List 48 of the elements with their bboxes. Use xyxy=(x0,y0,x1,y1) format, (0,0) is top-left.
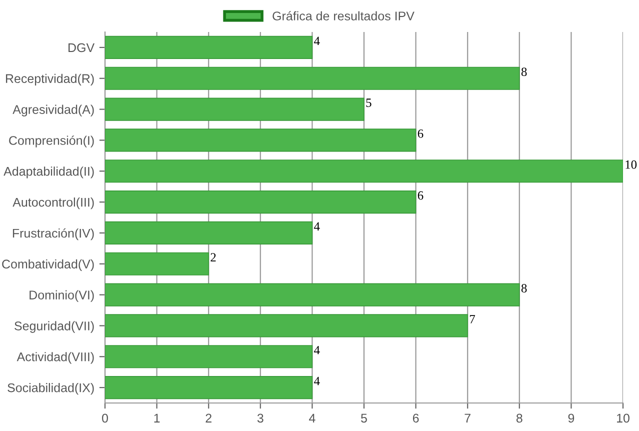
data-label: 10 xyxy=(626,160,637,169)
y-tick-label: Frustración(IV) xyxy=(12,228,94,240)
x-tick-label: 0 xyxy=(102,414,108,423)
bar xyxy=(105,376,313,400)
x-tick-label: 8 xyxy=(516,414,522,423)
y-tick-label: Seguridad(VII) xyxy=(14,321,94,333)
x-tick-label: 9 xyxy=(568,414,574,423)
bar xyxy=(105,252,210,276)
bar xyxy=(105,98,364,121)
x-tick-label: 10 xyxy=(617,414,630,423)
data-label: 8 xyxy=(521,284,527,292)
data-label: 2 xyxy=(210,253,216,262)
y-tick-label: Combatividad(V) xyxy=(2,259,94,271)
data-label: 6 xyxy=(418,129,424,138)
data-label: 4 xyxy=(314,222,320,230)
data-label: 5 xyxy=(366,98,372,107)
x-tick-label: 1 xyxy=(154,414,160,422)
x-tick-label: 5 xyxy=(361,414,367,423)
x-tick-label: 4 xyxy=(309,414,316,422)
y-tick-label: Actividad(VIII) xyxy=(16,352,94,364)
bar xyxy=(105,345,313,368)
data-label: 4 xyxy=(314,346,320,354)
bar xyxy=(105,190,416,214)
bar xyxy=(105,314,468,338)
y-tick-label: Autocontrol(III) xyxy=(12,198,94,210)
data-label: 8 xyxy=(521,68,527,76)
y-tick-label: Agresividad(A) xyxy=(12,104,94,116)
y-tick-label: Sociabilidad(IX) xyxy=(8,383,94,395)
y-tick-label: DGV xyxy=(68,43,95,52)
bar xyxy=(105,160,623,183)
bar xyxy=(105,66,520,90)
bar xyxy=(105,283,520,306)
data-label: 4 xyxy=(314,376,320,386)
bar xyxy=(105,36,313,60)
data-label: 7 xyxy=(470,315,476,324)
bar xyxy=(105,128,416,152)
x-tick-label: 7 xyxy=(464,414,470,422)
bar xyxy=(105,221,313,245)
data-label: 6 xyxy=(418,191,424,200)
y-tick-label: Dominio(VI) xyxy=(30,290,94,302)
y-tick-label: Adaptabilidad(II) xyxy=(4,166,94,178)
x-tick-label: 6 xyxy=(412,414,419,423)
x-tick-label: 3 xyxy=(257,414,264,423)
y-tick-label: Comprensión(I) xyxy=(9,136,94,148)
y-tick-label: Receptividad(R) xyxy=(6,74,94,86)
legend-label: Gráfica de resultados IPV xyxy=(272,11,414,20)
x-tick-label: 2 xyxy=(206,414,212,422)
data-label: 4 xyxy=(314,36,320,45)
